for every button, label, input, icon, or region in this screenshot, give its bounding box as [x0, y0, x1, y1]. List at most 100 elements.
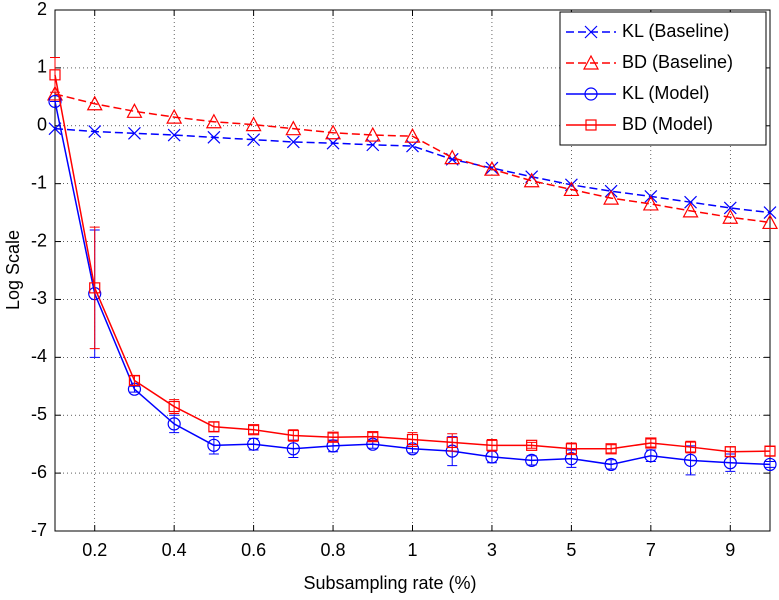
- marker: [585, 119, 597, 131]
- marker: [247, 133, 261, 147]
- x-tick-label: 0.6: [241, 540, 266, 560]
- y-tick-label: -1: [31, 172, 47, 192]
- marker: [584, 87, 598, 101]
- error-bar: [367, 432, 378, 442]
- marker: [287, 429, 299, 442]
- marker: [48, 122, 62, 136]
- x-axis-label: Subsampling rate (%): [303, 573, 476, 593]
- legend: KL (Baseline) BD (Baseline) KL (Model) BD (…: [559, 11, 767, 146]
- error-bar: [447, 433, 458, 452]
- marker: [483, 160, 500, 176]
- marker: [205, 113, 222, 129]
- error-bar: [89, 226, 100, 350]
- marker: [286, 442, 300, 456]
- marker: [86, 95, 103, 111]
- marker: [563, 181, 580, 197]
- legend-label: KL (Model): [622, 83, 709, 103]
- marker: [89, 282, 101, 294]
- marker: [644, 449, 658, 463]
- marker: [684, 441, 697, 453]
- legend-label: KL (Baseline): [622, 21, 729, 41]
- marker: [208, 421, 220, 433]
- marker: [582, 54, 600, 70]
- x-tick-label: 0.8: [321, 540, 346, 560]
- legend-label: BD (Baseline): [622, 52, 733, 72]
- x-tick-label: 1: [407, 540, 417, 560]
- error-bar: [765, 461, 775, 468]
- marker: [605, 443, 617, 455]
- plot-frame: [54, 9, 771, 532]
- series-line: [54, 93, 771, 224]
- marker: [444, 149, 461, 165]
- y-tick-label: -2: [31, 230, 47, 250]
- marker: [128, 374, 141, 387]
- x-tick-label: 9: [725, 540, 735, 560]
- marker: [645, 437, 657, 449]
- marker: [247, 437, 261, 451]
- marker: [446, 436, 458, 449]
- legend-box: [559, 11, 767, 146]
- marker: [327, 431, 339, 443]
- x-tick-label: 3: [487, 540, 497, 560]
- y-tick-label: 0: [37, 115, 47, 135]
- marker: [584, 25, 598, 39]
- marker: [406, 433, 419, 446]
- error-bar: [248, 425, 259, 435]
- error-bar: [129, 385, 140, 393]
- marker: [207, 438, 221, 452]
- marker: [128, 126, 141, 140]
- x-tick-label: 5: [566, 540, 576, 560]
- marker: [207, 130, 221, 144]
- marker: [761, 214, 779, 230]
- marker: [364, 126, 381, 142]
- marker: [485, 161, 499, 175]
- marker: [642, 195, 659, 211]
- marker: [565, 443, 577, 455]
- marker: [325, 124, 342, 140]
- marker: [724, 446, 736, 458]
- marker: [764, 445, 776, 457]
- marker: [722, 208, 739, 224]
- y-tick-label: -4: [31, 346, 47, 366]
- marker: [126, 103, 143, 118]
- x-tick-label: 0.2: [82, 540, 107, 560]
- y-tick-label: -7: [31, 520, 47, 540]
- marker: [404, 127, 421, 143]
- x-tick-label: 0.4: [162, 540, 187, 560]
- y-tick-label: 1: [37, 57, 47, 77]
- marker: [167, 128, 181, 142]
- marker: [167, 417, 181, 431]
- marker: [683, 453, 698, 467]
- x-tick-label: 7: [646, 540, 656, 560]
- marker: [168, 400, 180, 413]
- marker: [684, 195, 697, 209]
- error-bar: [328, 432, 339, 442]
- marker: [248, 424, 260, 436]
- marker: [763, 206, 777, 220]
- marker: [286, 135, 300, 149]
- marker: [88, 125, 102, 138]
- error-bar: [566, 442, 577, 456]
- y-axis-label: Log Scale: [3, 230, 23, 310]
- marker: [682, 202, 699, 218]
- marker: [48, 94, 62, 109]
- marker: [49, 69, 61, 81]
- error-bar: [288, 429, 299, 442]
- y-tick-label: -5: [31, 404, 47, 424]
- marker: [285, 120, 302, 136]
- y-tick-label: -6: [31, 462, 47, 482]
- marker: [245, 116, 262, 132]
- legend-label: BD (Model): [622, 114, 713, 134]
- error-bar: [50, 56, 60, 93]
- marker: [523, 172, 540, 188]
- marker: [367, 431, 379, 443]
- error-bar: [606, 444, 617, 454]
- marker: [603, 189, 620, 205]
- marker: [723, 201, 737, 215]
- error-bar: [685, 440, 696, 454]
- marker: [526, 439, 538, 451]
- error-bar: [486, 439, 497, 452]
- marker: [525, 453, 539, 467]
- marker: [486, 439, 498, 451]
